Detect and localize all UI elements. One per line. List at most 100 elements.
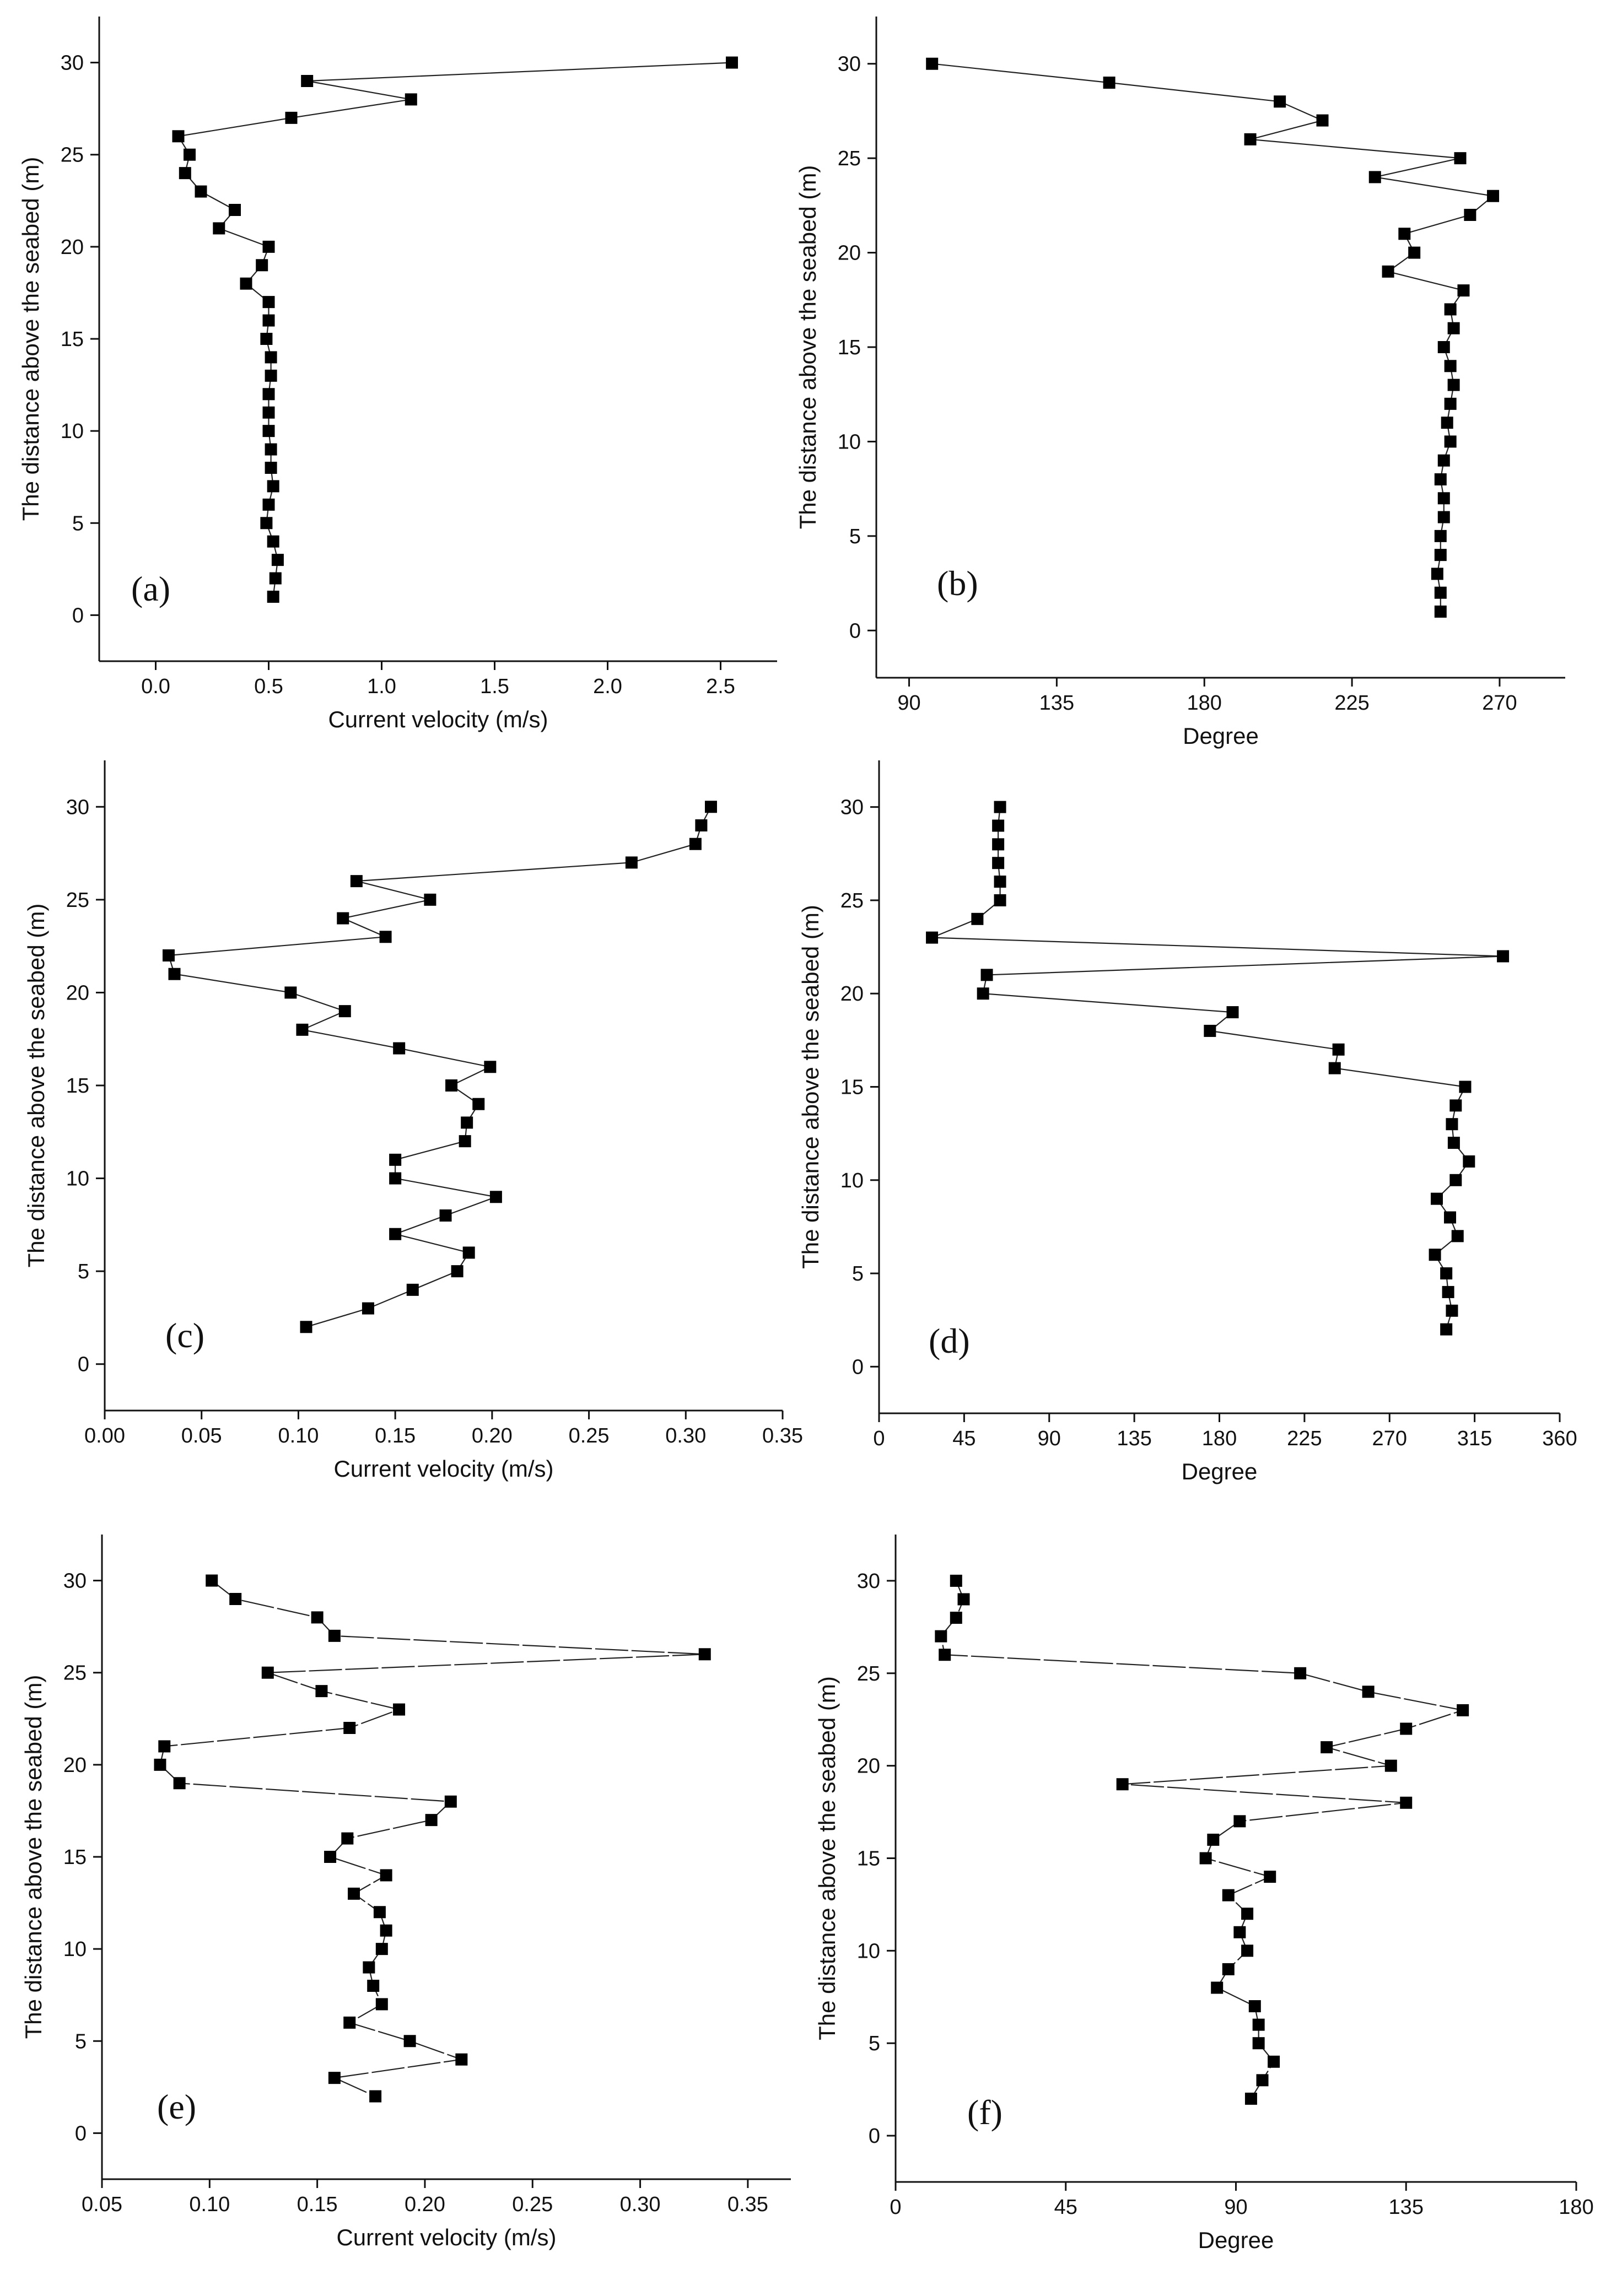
data-point (926, 57, 939, 70)
data-point (1252, 2037, 1265, 2050)
data-point (992, 857, 1005, 869)
data-point (195, 185, 207, 198)
data-point (338, 1005, 351, 1018)
data-point (1440, 1267, 1453, 1280)
x-tick-label: 0.30 (665, 1424, 706, 1447)
data-point (348, 1887, 360, 1900)
y-tick-label: 10 (840, 1169, 864, 1192)
data-point (341, 1832, 354, 1845)
data-point (300, 1321, 312, 1333)
data-point (1264, 1871, 1276, 1883)
data-point (328, 1629, 341, 1642)
data-point (1268, 2055, 1280, 2068)
y-tick-label: 0 (78, 1353, 89, 1376)
data-point (213, 222, 225, 235)
y-tick-label: 30 (66, 796, 89, 819)
y-tick-label: 25 (838, 147, 861, 170)
data-point (262, 406, 275, 419)
y-tick-label: 25 (61, 144, 84, 167)
x-tick-label: 180 (1202, 1427, 1237, 1450)
x-tick-label: 0 (890, 2196, 901, 2219)
data-point (343, 2016, 356, 2029)
y-tick-label: 30 (61, 52, 84, 75)
data-point (1382, 265, 1394, 278)
data-point (1256, 2074, 1269, 2087)
series-line (159, 1580, 705, 2097)
y-axis-title: The distance above the seabed (m) (20, 1675, 46, 2039)
x-tick-label: 90 (897, 691, 920, 715)
data-point (154, 1758, 166, 1771)
data-point (1400, 1796, 1413, 1809)
chart-panel-4: 0 45 90 135 180 225 270 315 360 0 5 10 15 20 25 30 Degre… (797, 760, 1577, 1484)
chart-panel-6: 0 45 90 135 180 0 5 10 15 20 25 30 Degree The distanc… (814, 1535, 1594, 2253)
data-point (926, 931, 939, 944)
data-point (324, 1851, 337, 1863)
data-point (704, 801, 717, 813)
data-point (350, 875, 363, 888)
data-point (971, 912, 984, 925)
x-tick-label: 0.25 (569, 1424, 610, 1447)
data-point (1457, 1704, 1469, 1716)
data-point (1328, 1062, 1341, 1074)
data-point (311, 1611, 324, 1624)
data-point (1437, 492, 1450, 505)
data-point (698, 1648, 711, 1661)
data-point (1332, 1043, 1345, 1056)
data-point (726, 56, 738, 69)
data-point (389, 1172, 402, 1185)
y-tick-label: 10 (63, 1938, 87, 1961)
x-tick-label: 0.20 (472, 1424, 513, 1447)
data-point (262, 498, 275, 511)
data-point (957, 1593, 970, 1606)
data-point (168, 968, 181, 980)
series-line (177, 62, 732, 597)
data-point (1441, 417, 1453, 429)
chart-panel-3: 0.00 0.05 0.10 0.15 0.20 0.25 0.30 0.35 0 5 10 15 20… (23, 760, 803, 1482)
x-tick-label: 0.15 (375, 1424, 416, 1447)
data-point (1321, 1741, 1333, 1754)
data-point (1294, 1667, 1307, 1679)
y-tick-label: 30 (63, 1570, 87, 1593)
x-tick-label: 45 (952, 1427, 976, 1450)
data-point (994, 894, 1006, 906)
y-tick-label: 10 (66, 1168, 89, 1191)
data-point (1442, 1285, 1454, 1298)
data-point (343, 1722, 356, 1734)
data-point (689, 838, 702, 850)
data-point (179, 167, 191, 180)
x-tick-label: 0.10 (189, 2193, 230, 2216)
data-point (424, 893, 436, 906)
data-point (405, 93, 417, 106)
y-axis-title: The distance above the seabed (m) (797, 905, 823, 1269)
data-point (935, 1630, 947, 1643)
data-point (625, 856, 638, 869)
x-tick-label: 360 (1542, 1427, 1577, 1450)
data-point (1233, 1926, 1246, 1938)
data-point (1444, 360, 1457, 372)
y-tick-label: 20 (838, 242, 861, 265)
x-tick-label: 90 (1038, 1427, 1061, 1450)
data-point (265, 351, 277, 364)
data-point (1211, 1981, 1224, 1994)
data-point (1384, 1759, 1397, 1772)
y-tick-label: 5 (869, 2032, 880, 2055)
data-point (695, 819, 708, 831)
y-tick-label: 15 (838, 336, 861, 359)
x-tick-label: 225 (1334, 691, 1369, 715)
data-point (1434, 530, 1447, 542)
data-point (362, 1302, 374, 1315)
x-tick-label: 180 (1187, 691, 1222, 715)
x-tick-label: 0.25 (512, 2193, 553, 2216)
data-point (1487, 190, 1500, 202)
data-point (1222, 1963, 1235, 1975)
data-point (367, 1980, 380, 1992)
y-tick-label: 30 (857, 1570, 880, 1593)
y-tick-label: 0 (852, 1355, 864, 1379)
x-tick-label: 270 (1482, 691, 1517, 715)
data-point (1207, 1833, 1220, 1846)
y-tick-label: 0 (869, 2125, 880, 2148)
data-point (184, 148, 196, 161)
data-point (1244, 2092, 1257, 2105)
data-point (262, 240, 275, 253)
data-point (1449, 1174, 1462, 1186)
